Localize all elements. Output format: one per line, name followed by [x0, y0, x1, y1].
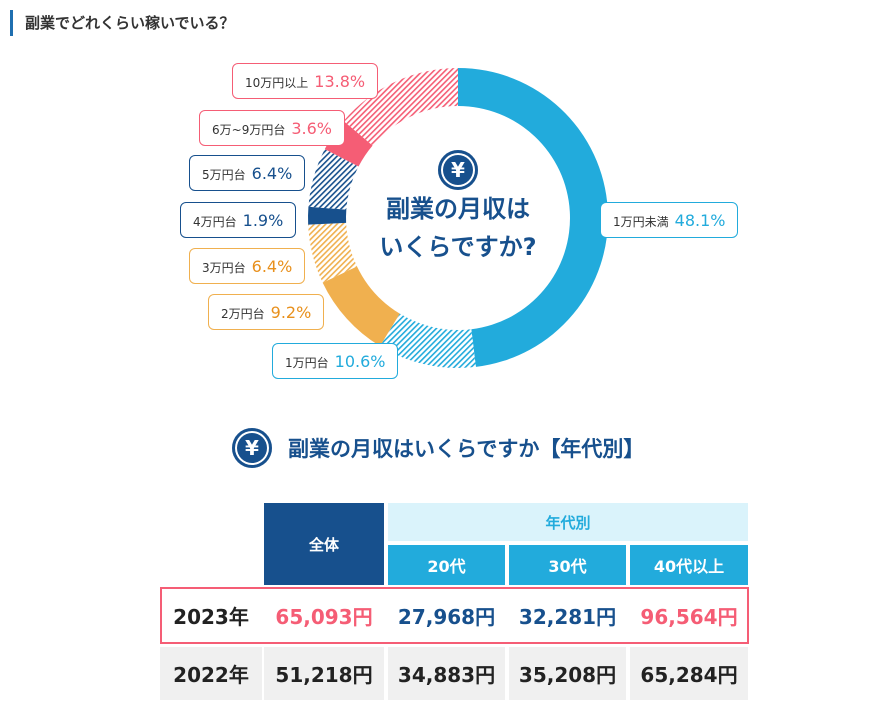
section-header: 副業でどれくらい稼いでいる？ [10, 10, 235, 36]
slice-label-name: 10万円以上 [245, 76, 309, 90]
col-overall: 全体 [264, 503, 384, 585]
slice-label-name: 1万円台 [285, 356, 329, 370]
yen-icon: ¥ [438, 150, 478, 190]
slice-label-value: 13.8% [314, 72, 366, 91]
highlight-border [160, 587, 749, 644]
slice-label-value: 1.9% [242, 211, 284, 230]
slice-label: 3万円台 6.4% [189, 248, 306, 284]
slice-label-value: 6.4% [251, 164, 293, 183]
table-cell: 27,968円 [397, 605, 496, 629]
donut-center: ¥ 副業の月収は いくらですか? [368, 150, 548, 266]
table-cell: 35,208円 [509, 647, 626, 700]
slice-label-name: 6万~9万円台 [212, 123, 286, 137]
slice-7 [343, 68, 458, 146]
slice-label-name: 5万円台 [202, 168, 246, 182]
table-cell: 32,281円 [518, 605, 617, 629]
slice-label: 4万円台 1.9% [180, 202, 297, 238]
slice-4 [308, 206, 347, 225]
slice-2 [322, 266, 400, 347]
row-year: 2022年 [160, 647, 262, 700]
donut-chart [308, 68, 609, 368]
table-cell: 34,883円 [388, 647, 505, 700]
slice-label: 10万円以上 13.8% [232, 63, 379, 99]
slice-label-name: 3万円台 [202, 261, 246, 275]
table-title: ¥ 副業の月収はいくらですか【年代別】 [232, 428, 644, 468]
slice-label-value: 48.1% [674, 211, 726, 230]
slice-label: 6万~9万円台 3.6% [199, 110, 345, 146]
table-cell: 65,284円 [630, 647, 748, 700]
slice-5 [308, 149, 359, 210]
center-text-2: いくらですか? [379, 233, 537, 261]
col-group-age: 年代別 [388, 503, 748, 541]
slice-label-name: 4万円台 [193, 215, 237, 229]
slice-label-name: 2万円台 [221, 307, 265, 321]
slice-label-value: 6.4% [251, 257, 293, 276]
col-20s: 20代 [388, 545, 505, 585]
slice-3 [308, 222, 357, 283]
yen-icon: ¥ [232, 428, 272, 468]
slice-label-value: 10.6% [334, 352, 386, 371]
table-cell: 96,564円 [640, 605, 738, 629]
slice-label: 2万円台 9.2% [208, 294, 325, 330]
slice-label: 1万円未満 48.1% [600, 202, 739, 238]
slice-label: 1万円台 10.6% [272, 343, 399, 379]
center-text-1: 副業の月収は [386, 195, 530, 223]
slice-label-name: 1万円未満 [613, 215, 669, 229]
row-year: 2023年 [173, 605, 249, 629]
slice-1 [380, 313, 476, 368]
slice-label-value: 3.6% [291, 119, 332, 138]
slice-label-value: 9.2% [270, 303, 312, 322]
table-cell: 51,218円 [264, 647, 384, 700]
col-40s: 40代以上 [630, 545, 748, 585]
slice-label: 5万円台 6.4% [189, 155, 306, 191]
slice-0 [458, 68, 609, 367]
col-30s: 30代 [509, 545, 626, 585]
table-cell: 65,093円 [275, 605, 373, 629]
table-title-text: 副業の月収はいくらですか【年代別】 [288, 437, 645, 461]
